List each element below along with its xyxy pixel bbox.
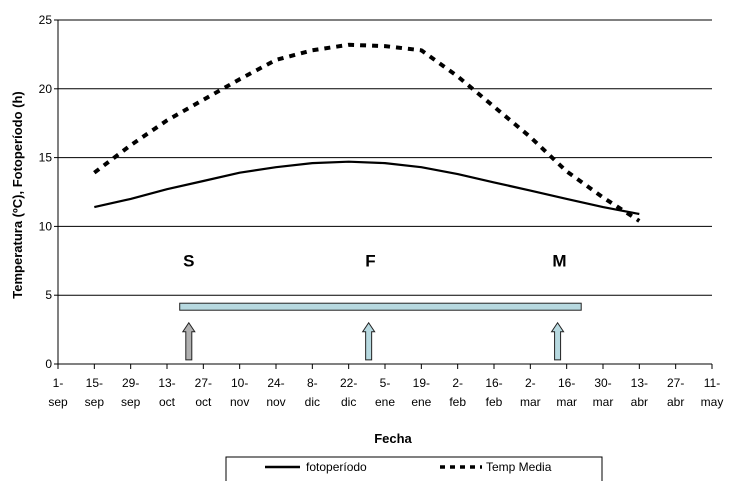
phase-label-M: M: [552, 251, 566, 270]
x-tick-label: 22-dic: [340, 376, 357, 409]
x-tick-label: 8-dic: [305, 376, 320, 409]
y-tick-label-25: 25: [39, 13, 53, 27]
x-tick-label: 1-sep: [48, 376, 68, 409]
phase-arrow-1: [361, 321, 376, 361]
x-tick-label: 11-may: [701, 376, 724, 409]
legend-label-fotoperiodo: fotoperíodo: [306, 460, 367, 474]
legend-label-temp-media: Temp Media: [486, 460, 552, 474]
x-tick-label: 10-nov: [230, 376, 249, 409]
x-tick-label: 15-sep: [85, 376, 105, 409]
phase-arrow-0: [181, 321, 196, 361]
grid-layer: [58, 19, 712, 296]
axis-layer: 0 5 10 15 20 25 1-sep 15-sep 29-sep 13-oct 27-oct 1…: [39, 13, 724, 409]
x-tick-label: 27-oct: [195, 376, 212, 409]
y-axis-title: Temperatura (ºC), Fotoperíodo (h): [10, 91, 25, 298]
phase-label-S: S: [183, 251, 194, 270]
x-tick-label: 2-feb: [449, 376, 466, 409]
y-tick-label-5: 5: [45, 288, 52, 302]
x-axis-title: Fecha: [374, 431, 412, 446]
x-tick-label: 13-oct: [158, 376, 175, 409]
x-tick-label: 16-mar: [556, 376, 577, 409]
phase-label-F: F: [365, 251, 375, 270]
series-line-temp-media: [93, 42, 641, 223]
x-tick-label: 29-sep: [121, 376, 141, 409]
legend: fotoperíodo Temp Media: [225, 456, 603, 481]
x-tick-label: 27-abr: [667, 376, 684, 409]
x-tick-label: 30-mar: [593, 376, 614, 409]
y-tick-label-0: 0: [45, 357, 52, 371]
phase-bar: [179, 302, 582, 311]
legend-box: [225, 456, 603, 481]
x-tick-label: 16-feb: [485, 376, 502, 409]
x-tick-label: 19-ene: [411, 376, 431, 409]
x-tick-label: 13-abr: [631, 376, 648, 409]
phase-arrow-2: [550, 321, 565, 361]
y-tick-label-20: 20: [39, 82, 53, 96]
y-tick-label-10: 10: [39, 219, 53, 233]
series-line-fotoperiodo: [94, 160, 640, 216]
series-layer: [93, 42, 641, 223]
label-layer: Fecha Temperatura (ºC), Fotoperíodo (h): [10, 91, 413, 446]
x-tick-label: 5-ene: [375, 376, 395, 409]
y-tick-label-15: 15: [39, 151, 53, 165]
x-tick-label: 2-mar: [520, 376, 541, 409]
x-tick-label: 24-nov: [266, 376, 285, 409]
